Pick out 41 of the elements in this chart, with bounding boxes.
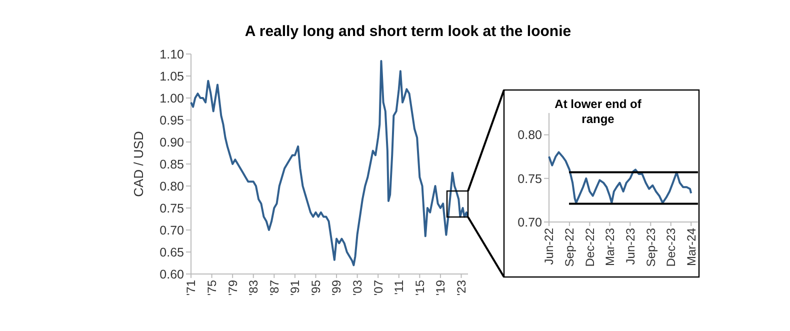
x-tick-label: '07 xyxy=(371,280,386,296)
x-tick-label: Dec-23 xyxy=(664,228,678,267)
chart-title: At lower end of range xyxy=(554,97,642,126)
x-tick-label: '87 xyxy=(267,280,282,296)
x-tick-label: Mar-24 xyxy=(684,228,698,266)
x-tick-label: '79 xyxy=(226,280,240,296)
y-tick-label: 0.70 xyxy=(160,223,184,238)
x-tick-label: '19 xyxy=(434,280,448,296)
x-tick-label: '75 xyxy=(204,280,219,296)
x-tick-label: Jun-22 xyxy=(542,228,556,265)
y-tick-label: 1.10 xyxy=(160,47,184,62)
x-tick-label: '03 xyxy=(350,280,365,296)
x-tick-label: '95 xyxy=(308,280,323,296)
x-tick-label: '99 xyxy=(330,280,344,296)
x-tick-label: Mar-23 xyxy=(602,228,617,266)
y-tick-label: 0.70 xyxy=(518,215,542,230)
y-tick-label: 1.00 xyxy=(160,91,184,106)
x-tick-label: Sep-23 xyxy=(644,228,658,267)
y-axis-title: CAD / USD xyxy=(131,131,146,197)
x-tick-label: Sep-22 xyxy=(562,228,577,267)
y-tick-label: 0.75 xyxy=(518,172,542,186)
x-tick-label: '71 xyxy=(184,280,198,296)
x-tick-label: Dec-22 xyxy=(582,228,597,267)
y-tick-label: 0.60 xyxy=(160,267,184,282)
y-tick-label: 0.65 xyxy=(160,245,184,260)
chart-title: A really long and short term look at the loonie xyxy=(244,23,572,40)
y-tick-label: 0.95 xyxy=(160,113,184,128)
y-tick-label: 0.90 xyxy=(160,135,184,150)
x-tick-label: '91 xyxy=(288,280,302,296)
x-tick-label: '15 xyxy=(412,280,427,296)
y-tick-label: 0.75 xyxy=(160,201,184,216)
x-tick-label: '11 xyxy=(392,280,406,295)
y-tick-label: 0.85 xyxy=(160,157,184,172)
y-tick-label: 0.80 xyxy=(518,128,542,142)
y-tick-label: 1.05 xyxy=(160,69,184,84)
x-tick-label: '83 xyxy=(246,280,261,296)
line-series xyxy=(190,60,468,266)
line-series xyxy=(548,151,692,204)
y-tick-label: 0.80 xyxy=(160,179,184,194)
x-tick-label: Jun-23 xyxy=(623,228,638,265)
x-tick-label: '23 xyxy=(454,280,468,296)
